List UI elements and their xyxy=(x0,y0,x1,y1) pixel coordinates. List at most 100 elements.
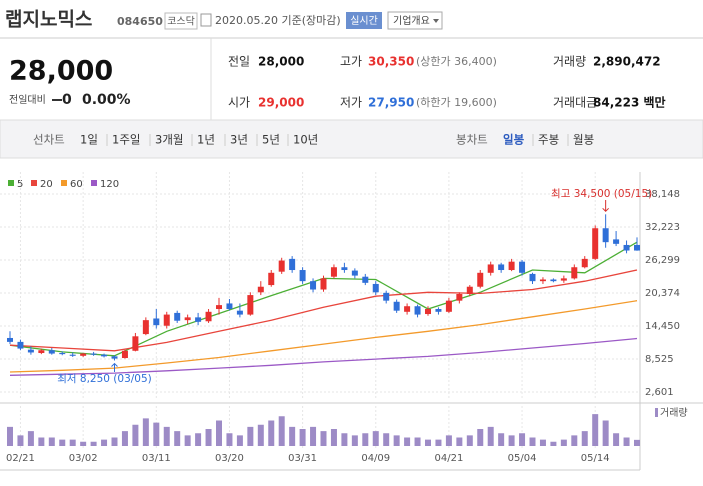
candle-body xyxy=(310,281,317,290)
change: 0 xyxy=(62,92,72,108)
company-button[interactable] xyxy=(387,11,443,30)
volume-bar xyxy=(425,439,431,446)
realtime-badge[interactable] xyxy=(346,12,382,29)
candle-body xyxy=(393,301,400,311)
volume-bar xyxy=(435,439,442,446)
candle-body xyxy=(498,264,505,271)
moving-average xyxy=(9,337,638,376)
candle-body xyxy=(581,258,588,268)
candle-body xyxy=(519,261,526,273)
volume-bar xyxy=(613,433,620,446)
legend-label: 120 xyxy=(100,179,119,190)
period-tab[interactable]: 10년 xyxy=(293,133,318,147)
candle-body xyxy=(101,354,108,357)
volume-bar xyxy=(487,426,494,446)
current-price: 28,000 xyxy=(9,56,113,87)
stock-name: 랩지노믹스 xyxy=(5,9,92,31)
period-tab[interactable]: 1주일 xyxy=(112,133,140,147)
volume-bar xyxy=(508,435,515,446)
realtime[interactable]: 실시간 xyxy=(350,15,378,27)
period-tab[interactable]: 5년 xyxy=(262,133,280,147)
candle-body xyxy=(435,309,442,312)
volume-bar xyxy=(341,433,348,446)
candle-body xyxy=(330,267,337,277)
x-tick-label: 05/14 xyxy=(581,453,610,464)
volume-bar xyxy=(48,437,55,446)
candle-body xyxy=(111,356,118,359)
volume-bar xyxy=(456,437,463,446)
period-tab[interactable]: 1일 xyxy=(80,133,98,147)
low-arrow xyxy=(111,362,118,372)
candle-body xyxy=(529,273,536,282)
y-tick-label: 20,374 xyxy=(645,288,680,299)
volume-bar xyxy=(592,414,599,446)
low-annotation: 최저 8,250 (03/05) xyxy=(57,373,152,385)
volume-bar xyxy=(195,433,202,446)
candle-tab[interactable]: 월봉 xyxy=(573,133,594,147)
volume-bar xyxy=(205,429,212,446)
company[interactable]: 기업개요 xyxy=(393,14,430,27)
lower-limit: (하한가 19,600) xyxy=(416,95,497,109)
volume-bar xyxy=(27,431,34,446)
candle-body xyxy=(320,278,327,290)
candle-body xyxy=(257,286,264,293)
candle-body xyxy=(48,350,55,354)
candle-body xyxy=(466,286,473,294)
candle-body xyxy=(634,244,640,251)
x-tick-label: 04/21 xyxy=(434,453,463,464)
candle-body xyxy=(268,272,275,286)
candle-body xyxy=(372,283,379,293)
candle-tab[interactable]: 일봉 xyxy=(503,133,525,147)
period-tab[interactable]: 1년 xyxy=(197,133,215,147)
candle-body xyxy=(236,310,243,315)
y-tick-label: 14,450 xyxy=(645,321,680,332)
period-tab[interactable]: 3개월 xyxy=(155,133,183,147)
period-tab[interactable]: 3년 xyxy=(230,133,248,147)
volume-bar xyxy=(59,439,66,446)
amount: 84,223 백만 xyxy=(593,95,666,110)
change-label: 전일대비 xyxy=(9,94,46,106)
candle-body xyxy=(351,270,358,276)
candle-body xyxy=(560,278,567,281)
candle-body xyxy=(80,353,87,356)
volume-bar xyxy=(216,420,222,446)
volume-bar xyxy=(174,431,181,446)
volume-bar xyxy=(320,431,327,446)
candle-body xyxy=(90,353,97,355)
volume-bar xyxy=(362,433,369,446)
legend-swatch xyxy=(31,180,37,186)
volume-bar xyxy=(121,431,128,446)
candle-body xyxy=(623,244,630,251)
volume-bar xyxy=(372,431,379,446)
candle-body xyxy=(414,306,421,315)
candle-body xyxy=(195,317,202,322)
tab-bar xyxy=(0,119,703,159)
candle-body xyxy=(404,306,411,312)
candle-body xyxy=(550,279,557,282)
change-pct: 0.00% xyxy=(82,92,131,108)
low-label: 저가 xyxy=(340,96,362,110)
candle-body xyxy=(174,312,181,321)
candle-body xyxy=(226,303,233,310)
high: 30,350 xyxy=(368,55,414,69)
legend-swatch xyxy=(8,180,14,186)
volume-bar xyxy=(278,416,285,446)
candle-tab[interactable]: 주봉 xyxy=(538,133,559,147)
candle-body xyxy=(341,267,348,271)
legend-swatch xyxy=(61,180,67,186)
volume-bar xyxy=(560,439,567,446)
volume-bar xyxy=(17,435,24,446)
low: 27,950 xyxy=(368,96,414,110)
candle-body xyxy=(247,295,254,315)
moving-average xyxy=(9,241,638,357)
candle-body xyxy=(163,314,170,326)
x-tick-label: 05/04 xyxy=(508,453,537,464)
candle-body xyxy=(153,318,160,326)
volume-bar xyxy=(7,426,13,446)
volume-bar xyxy=(184,435,191,446)
calendar-icon xyxy=(200,13,212,27)
volume-bar xyxy=(477,429,484,446)
volume-bar xyxy=(571,435,578,446)
